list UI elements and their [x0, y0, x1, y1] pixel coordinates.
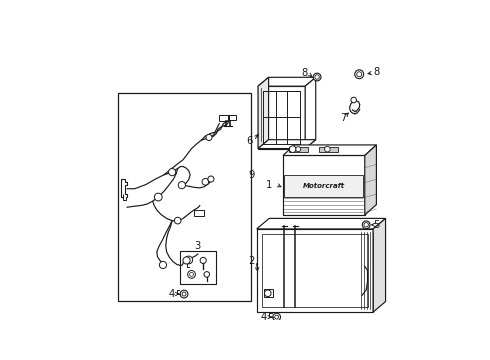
Circle shape — [324, 147, 330, 152]
Circle shape — [265, 290, 271, 297]
Polygon shape — [258, 140, 316, 149]
Bar — [262, 234, 368, 307]
Circle shape — [169, 168, 176, 176]
Circle shape — [273, 313, 280, 321]
Text: 5: 5 — [373, 220, 380, 230]
Polygon shape — [373, 219, 386, 312]
Bar — [180, 251, 217, 284]
Bar — [284, 175, 364, 197]
Circle shape — [296, 147, 301, 152]
Polygon shape — [305, 77, 316, 149]
Circle shape — [154, 193, 162, 201]
Circle shape — [200, 257, 206, 264]
Polygon shape — [258, 77, 316, 86]
Polygon shape — [264, 288, 273, 297]
Polygon shape — [283, 156, 365, 215]
Text: 3: 3 — [194, 241, 200, 251]
Circle shape — [208, 176, 214, 182]
Bar — [118, 93, 251, 301]
Bar — [289, 147, 308, 152]
Text: 7: 7 — [340, 113, 346, 123]
Text: 1: 1 — [266, 180, 272, 190]
Polygon shape — [257, 219, 386, 229]
Circle shape — [202, 179, 209, 185]
Circle shape — [190, 273, 194, 276]
Circle shape — [313, 73, 321, 81]
Polygon shape — [365, 145, 376, 215]
Circle shape — [364, 222, 368, 227]
Circle shape — [362, 221, 370, 229]
Circle shape — [357, 72, 362, 77]
Circle shape — [188, 270, 196, 278]
Text: 6: 6 — [246, 136, 252, 146]
Circle shape — [183, 257, 190, 264]
Circle shape — [275, 315, 279, 319]
Circle shape — [185, 256, 193, 264]
Polygon shape — [283, 145, 376, 156]
Bar — [219, 115, 227, 121]
Text: 4: 4 — [169, 289, 175, 299]
Text: Motorcraft: Motorcraft — [303, 183, 345, 189]
Polygon shape — [123, 194, 126, 200]
Text: 8: 8 — [302, 68, 308, 78]
Circle shape — [174, 217, 181, 224]
Circle shape — [355, 70, 364, 79]
Bar — [229, 115, 236, 120]
Circle shape — [315, 75, 319, 79]
Circle shape — [178, 181, 185, 189]
Circle shape — [290, 146, 296, 153]
Text: 2: 2 — [248, 256, 254, 266]
Polygon shape — [258, 77, 269, 149]
Text: 9: 9 — [248, 170, 254, 180]
Circle shape — [159, 261, 167, 269]
Bar — [195, 254, 201, 260]
Polygon shape — [258, 86, 305, 149]
Text: 4: 4 — [261, 312, 267, 322]
Circle shape — [182, 292, 186, 296]
Polygon shape — [195, 210, 204, 216]
Polygon shape — [121, 179, 127, 197]
Circle shape — [351, 97, 356, 103]
Bar — [319, 147, 339, 152]
Circle shape — [204, 271, 210, 277]
Polygon shape — [257, 229, 373, 312]
Circle shape — [180, 290, 188, 298]
Text: 8: 8 — [373, 67, 380, 77]
Circle shape — [206, 134, 212, 140]
